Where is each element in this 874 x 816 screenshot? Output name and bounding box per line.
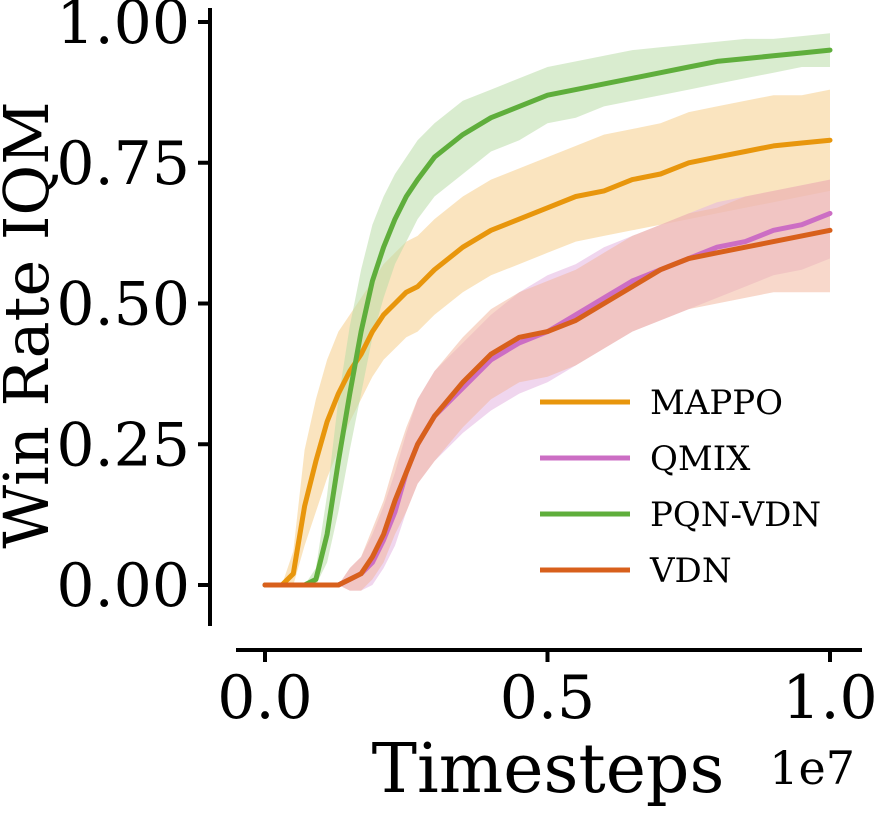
y-axis-ticks: 0.00 0.25 0.50 0.75 1.00 [56,0,210,621]
legend: MAPPO QMIX PQN-VDN VDN [540,383,821,591]
x-axis-ticks: 0.0 0.5 1.0 [217,650,874,733]
legend-label-mappo: MAPPO [650,383,783,423]
legend-label-vdn: VDN [649,551,732,591]
y-tick-label: 0.25 [56,410,190,480]
x-axis-scale-label: 1e7 [769,741,855,795]
x-axis-title: Timesteps [372,730,725,809]
y-tick-label: 1.00 [56,0,190,58]
y-tick-label: 0.50 [56,270,190,340]
x-tick-label: 0.0 [217,663,312,733]
y-axis-title: Win Rate IQM [0,101,63,548]
y-tick-label: 0.75 [56,129,190,199]
y-tick-label: 0.00 [56,551,190,621]
legend-label-qmix: QMIX [650,439,751,479]
x-tick-label: 1.0 [782,663,874,733]
x-tick-label: 0.5 [500,663,595,733]
legend-label-pqn-vdn: PQN-VDN [650,495,821,535]
